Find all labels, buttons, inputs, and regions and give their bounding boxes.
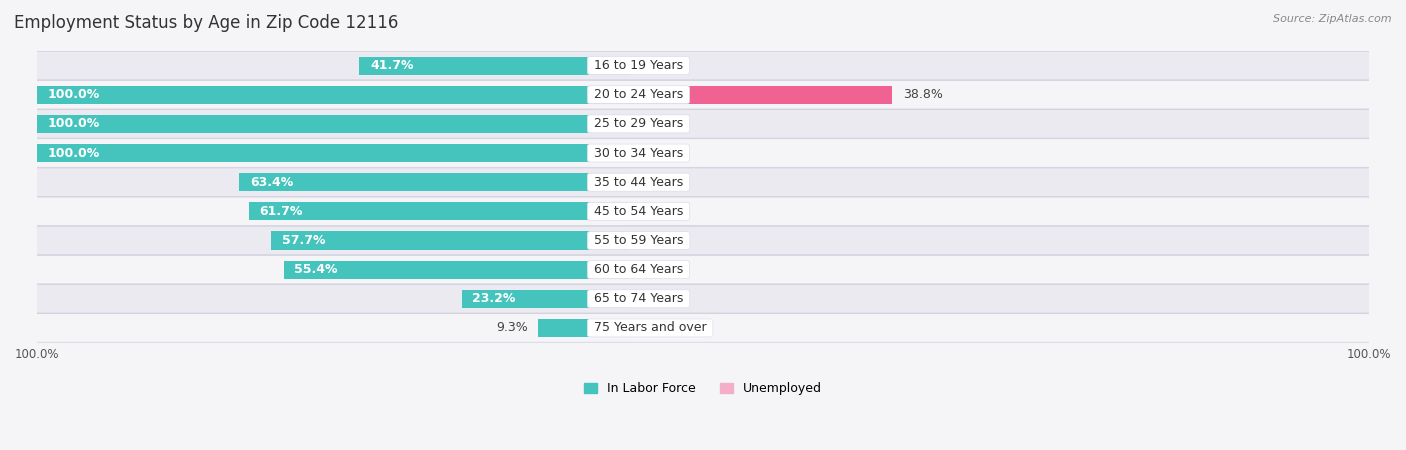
- Text: 9.3%: 9.3%: [496, 321, 527, 334]
- Text: 61.7%: 61.7%: [260, 205, 302, 218]
- Text: 57.7%: 57.7%: [281, 234, 325, 247]
- Text: 55.4%: 55.4%: [294, 263, 337, 276]
- Text: 55 to 59 Years: 55 to 59 Years: [591, 234, 688, 247]
- FancyBboxPatch shape: [31, 81, 1375, 109]
- Bar: [37, 115, 591, 133]
- Bar: [284, 261, 591, 279]
- Text: 60 to 64 Years: 60 to 64 Years: [591, 263, 688, 276]
- Text: 0.0%: 0.0%: [640, 292, 672, 305]
- Bar: [591, 231, 628, 250]
- Text: 38.8%: 38.8%: [903, 88, 942, 101]
- Text: 30 to 34 Years: 30 to 34 Years: [591, 147, 688, 160]
- FancyBboxPatch shape: [31, 197, 1375, 225]
- Bar: [591, 144, 628, 162]
- Bar: [591, 57, 628, 75]
- Bar: [591, 202, 628, 220]
- Bar: [37, 86, 591, 104]
- Text: 0.0%: 0.0%: [640, 321, 672, 334]
- Text: 0.0%: 0.0%: [640, 176, 672, 189]
- Text: 0.0%: 0.0%: [640, 263, 672, 276]
- Text: 41.7%: 41.7%: [370, 59, 413, 72]
- FancyBboxPatch shape: [31, 284, 1375, 313]
- Text: 0.0%: 0.0%: [640, 117, 672, 130]
- Bar: [461, 290, 591, 308]
- Text: 100.0%: 100.0%: [48, 147, 100, 160]
- Text: Source: ZipAtlas.com: Source: ZipAtlas.com: [1274, 14, 1392, 23]
- Bar: [591, 86, 891, 104]
- Bar: [538, 319, 591, 337]
- Bar: [591, 290, 628, 308]
- Text: 100.0%: 100.0%: [48, 88, 100, 101]
- Text: 100.0%: 100.0%: [48, 117, 100, 130]
- Text: 25 to 29 Years: 25 to 29 Years: [591, 117, 688, 130]
- Text: 0.0%: 0.0%: [640, 205, 672, 218]
- Bar: [37, 144, 591, 162]
- Text: 63.4%: 63.4%: [250, 176, 294, 189]
- FancyBboxPatch shape: [31, 168, 1375, 197]
- Text: 65 to 74 Years: 65 to 74 Years: [591, 292, 688, 305]
- Text: 16 to 19 Years: 16 to 19 Years: [591, 59, 688, 72]
- Bar: [591, 319, 628, 337]
- Text: 0.0%: 0.0%: [640, 147, 672, 160]
- Text: 45 to 54 Years: 45 to 54 Years: [591, 205, 688, 218]
- Text: 75 Years and over: 75 Years and over: [591, 321, 710, 334]
- FancyBboxPatch shape: [31, 110, 1375, 138]
- Text: 35 to 44 Years: 35 to 44 Years: [591, 176, 688, 189]
- Bar: [591, 261, 628, 279]
- Text: Employment Status by Age in Zip Code 12116: Employment Status by Age in Zip Code 121…: [14, 14, 398, 32]
- FancyBboxPatch shape: [31, 51, 1375, 80]
- Bar: [360, 57, 591, 75]
- Bar: [239, 173, 591, 191]
- Text: 0.0%: 0.0%: [640, 59, 672, 72]
- Bar: [591, 115, 628, 133]
- Bar: [591, 173, 628, 191]
- Bar: [249, 202, 591, 220]
- Text: 20 to 24 Years: 20 to 24 Years: [591, 88, 688, 101]
- Legend: In Labor Force, Unemployed: In Labor Force, Unemployed: [579, 378, 827, 401]
- FancyBboxPatch shape: [31, 255, 1375, 284]
- Bar: [271, 231, 591, 250]
- Text: 23.2%: 23.2%: [472, 292, 516, 305]
- FancyBboxPatch shape: [31, 139, 1375, 167]
- FancyBboxPatch shape: [31, 314, 1375, 342]
- FancyBboxPatch shape: [31, 226, 1375, 255]
- Text: 0.0%: 0.0%: [640, 234, 672, 247]
